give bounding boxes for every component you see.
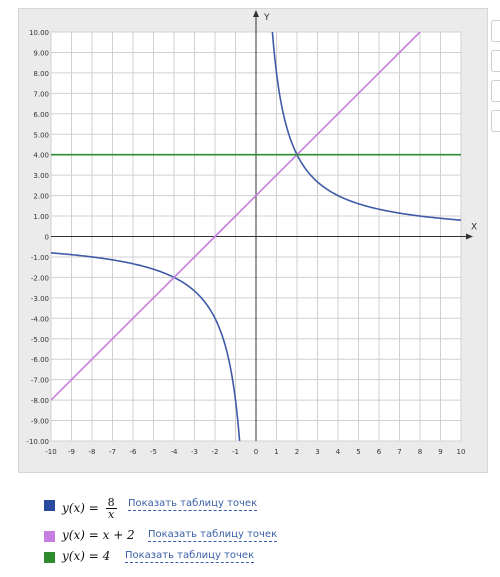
x-tick-label: 1	[274, 448, 278, 456]
legend-formula: y(x) = 8 x	[62, 497, 117, 520]
y-tick-label: -4.00	[31, 315, 49, 323]
y-tick-label: 5.00	[33, 131, 49, 139]
y-tick-label: -2.00	[31, 274, 49, 282]
legend-swatch	[44, 552, 55, 563]
x-tick-label: 6	[377, 448, 382, 456]
x-tick-label: 7	[397, 448, 401, 456]
x-tick-label: 3	[315, 448, 319, 456]
side-panel-button[interactable]	[491, 20, 500, 42]
formula-lhs: y(x) =	[62, 549, 99, 563]
series-line	[51, 252, 241, 441]
x-tick-label: -4	[171, 448, 179, 456]
y-axis-arrow	[253, 10, 259, 17]
x-tick-label: -1	[232, 448, 239, 456]
fraction-numerator: 8	[105, 496, 117, 509]
x-tick-label: -7	[109, 448, 116, 456]
y-tick-label: -8.00	[31, 397, 49, 405]
x-tick-label: -9	[68, 448, 75, 456]
y-tick-label: 0	[45, 234, 49, 242]
x-tick-label: -6	[130, 448, 138, 456]
y-tick-label: 3.00	[33, 172, 49, 180]
y-tick-label: 10.00	[29, 29, 49, 37]
formula-lhs: y(x) =	[62, 501, 99, 515]
x-tick-label: -3	[191, 448, 198, 456]
formula-fraction: 8 x	[105, 496, 117, 521]
legend-item-linear: y(x) = x + 2 Показать таблицу точек	[0, 528, 500, 548]
x-axis-arrow	[466, 233, 473, 240]
legend-formula: y(x) = 4	[62, 549, 110, 563]
side-panel-button[interactable]	[491, 50, 500, 72]
x-tick-label: -10	[45, 448, 56, 456]
x-tick-label: -2	[212, 448, 219, 456]
legend-swatch	[44, 531, 55, 542]
legend-item-reciprocal: y(x) = 8 x Показать таблицу точек	[0, 497, 500, 520]
y-tick-label: -1.00	[31, 254, 49, 262]
legend-item-constant: y(x) = 4 Показать таблицу точек	[0, 549, 500, 569]
legend-formula: y(x) = x + 2	[62, 528, 135, 542]
function-graph: XY-10 -9 -8 -7 -6 -5 -4 -3 -2 -1 0 1 2 3 4 5 6 7 8 9 1010.00…	[26, 10, 477, 456]
y-tick-label: 8.00	[33, 70, 49, 78]
x-tick-label: 5	[356, 448, 360, 456]
side-panel-button[interactable]	[491, 110, 500, 132]
y-tick-label: -10.00	[26, 438, 49, 446]
series-line	[51, 32, 421, 401]
y-tick-label: 9.00	[33, 49, 49, 57]
y-tick-label: -9.00	[31, 418, 49, 426]
y-tick-label: 6.00	[33, 111, 49, 119]
show-points-table-link[interactable]: Показать таблицу точек	[148, 529, 278, 542]
x-axis-label: X	[471, 223, 477, 233]
y-tick-label: -5.00	[31, 336, 49, 344]
show-points-table-link[interactable]: Показать таблицу точек	[125, 550, 255, 563]
formula-rhs: 4	[102, 549, 111, 563]
x-tick-label: 9	[438, 448, 442, 456]
y-axis-label: Y	[263, 13, 270, 23]
series-line	[271, 32, 461, 221]
y-tick-label: -7.00	[31, 377, 49, 385]
x-tick-label: -5	[150, 448, 157, 456]
legend-swatch	[44, 500, 55, 511]
x-tick-label: -8	[89, 448, 96, 456]
formula-rhs: x + 2	[102, 528, 135, 542]
y-tick-label: -3.00	[31, 295, 49, 303]
side-panel-button[interactable]	[491, 80, 500, 102]
show-points-table-link[interactable]: Показать таблицу точек	[128, 498, 258, 511]
x-tick-label: 0	[254, 448, 258, 456]
y-tick-label: -6.00	[31, 356, 49, 364]
x-tick-label: 8	[418, 448, 422, 456]
x-tick-label: 10	[457, 448, 466, 456]
y-tick-label: 4.00	[33, 152, 49, 160]
formula-lhs: y(x) =	[62, 528, 99, 542]
y-tick-label: 1.00	[33, 213, 49, 221]
y-tick-label: 2.00	[33, 193, 49, 201]
x-tick-label: 2	[295, 448, 299, 456]
x-tick-label: 4	[336, 448, 341, 456]
y-tick-label: 7.00	[33, 90, 49, 98]
fraction-denominator: x	[108, 508, 115, 521]
